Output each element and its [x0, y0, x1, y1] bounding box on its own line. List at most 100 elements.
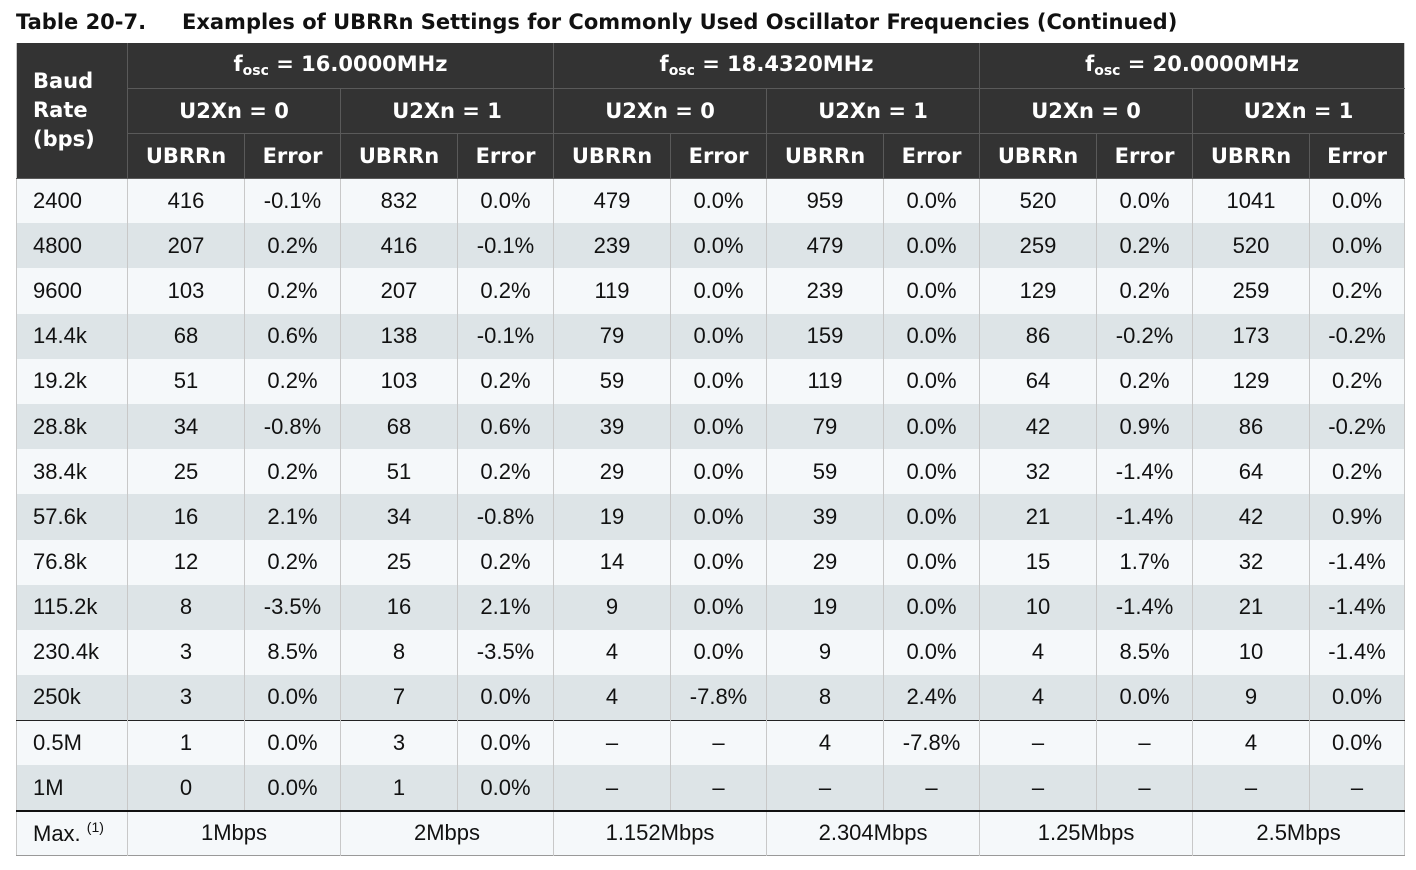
error-cell: -0.1% — [456, 223, 554, 269]
ubrrn-cell: 16 — [127, 494, 245, 540]
header-freq-18mhz: fosc = 18.4320MHz — [553, 43, 980, 89]
ubrrn-cell: 79 — [553, 313, 671, 359]
error-cell: 0.0% — [670, 539, 767, 585]
error-cell: 0.0% — [1309, 178, 1405, 224]
header-col-ubrrn: UBRRn — [766, 133, 884, 179]
error-cell: 0.0% — [883, 403, 980, 450]
ubrrn-cell: 3 — [340, 719, 458, 766]
baud-rate-cell: 38.4k — [16, 449, 128, 495]
error-cell: 8.5% — [1096, 629, 1193, 676]
error-cell: 0.0% — [670, 449, 767, 495]
error-cell: 0.0% — [244, 675, 341, 721]
baud-rate-cell: 115.2k — [16, 584, 128, 630]
header-col-error: Error — [244, 133, 341, 179]
ubrrn-cell: 159 — [766, 313, 884, 359]
ubrrn-cell: 42 — [979, 403, 1097, 450]
ubrrn-cell: 138 — [340, 313, 458, 359]
header-baud-rate: Baud Rate (bps) — [16, 43, 128, 179]
ubrrn-cell: 51 — [340, 449, 458, 495]
header-col-ubrrn: UBRRn — [127, 133, 245, 179]
header-mode: U2Xn = 1 — [339, 88, 554, 134]
error-cell: 0.2% — [244, 358, 341, 404]
max-rate-row: Max. (1) 1Mbps 2Mbps 1.152Mbps 2.304Mbps 1.25… — [16, 809, 1405, 856]
error-cell: 0.2% — [244, 449, 341, 495]
ubrrn-cell: 479 — [553, 178, 671, 224]
table-row: 115.2k 8 -3.5% 16 2.1% 9 0.0% 19 0.0% 10 -1.4% 21 -1… — [16, 584, 1405, 630]
table-row: 4800 207 0.2% 416 -0.1% 239 0.0% 479 0.0% 259 0.2%… — [16, 223, 1405, 269]
ubrrn-cell: 4 — [979, 629, 1097, 676]
header-freq-20mhz: fosc = 20.0000MHz — [979, 43, 1405, 89]
error-cell: 0.0% — [883, 584, 980, 630]
error-cell: 0.0% — [1309, 675, 1405, 721]
ubrrn-cell: 4 — [979, 675, 1097, 721]
ubrrn-cell: 9 — [1192, 675, 1310, 721]
ubrrn-cell: 0 — [127, 765, 245, 811]
error-cell: 0.2% — [1096, 268, 1193, 314]
ubrrn-cell: 9 — [766, 629, 884, 676]
header-col-ubrrn: UBRRn — [979, 133, 1097, 179]
max-rate-value: 2Mbps — [339, 809, 554, 856]
table-row: 14.4k 68 0.6% 138 -0.1% 79 0.0% 159 0.0% 86 -0.2% 1… — [16, 313, 1405, 359]
error-cell: 0.0% — [670, 223, 767, 269]
ubrrn-cell: 1 — [340, 765, 458, 811]
ubrrn-cell: 34 — [127, 403, 245, 450]
error-cell: 0.0% — [883, 629, 980, 676]
error-cell: -1.4% — [1309, 629, 1405, 676]
table-title: Examples of UBRRn Settings for Commonly … — [182, 10, 1178, 34]
baud-rate-cell: 250k — [16, 675, 128, 721]
error-cell: 8.5% — [244, 629, 341, 676]
max-rate-value: 2.5Mbps — [1192, 809, 1405, 856]
table-number: Table 20-7. — [16, 10, 147, 34]
table-row: 0.5M 1 0.0% 3 0.0% – –4 -7.8% – –4 0.0% — [16, 719, 1405, 766]
ubrrn-cell: 42 — [1192, 494, 1310, 540]
table-row: 19.2k 51 0.2% 103 0.2% 59 0.0% 119 0.0% 64 0.2% 129… — [16, 358, 1405, 404]
ubrrn-cell: 32 — [979, 449, 1097, 495]
ubrrn-cell: 8 — [340, 629, 458, 676]
error-cell: 0.0% — [670, 178, 767, 224]
header-baud-line3: (bps) — [33, 126, 95, 151]
ubrrn-cell: 4 — [553, 629, 671, 676]
error-cell: 0.2% — [1309, 358, 1405, 404]
ubrrn-cell: 32 — [1192, 539, 1310, 585]
ubrrn-cell: – — [979, 765, 1097, 811]
ubrrn-cell: 29 — [766, 539, 884, 585]
error-cell: 0.0% — [1309, 223, 1405, 269]
ubrrn-cell: 173 — [1192, 313, 1310, 359]
baud-rate-cell: 9600 — [16, 268, 128, 314]
ubrrn-cell: 520 — [979, 178, 1097, 224]
ubrrn-cell: 416 — [127, 178, 245, 224]
error-cell: -7.8% — [883, 719, 980, 766]
table-row: 230.4k 3 8.5% 8 -3.5% 4 0.0% 9 0.0% 4 8.5% 10 -1.4% — [16, 629, 1405, 676]
error-cell: -3.5% — [244, 584, 341, 630]
error-cell: 0.2% — [1309, 449, 1405, 495]
max-rate-value: 1.25Mbps — [979, 809, 1193, 856]
error-cell: 0.0% — [883, 358, 980, 404]
error-cell: 0.2% — [456, 358, 554, 404]
error-cell: 2.1% — [456, 584, 554, 630]
error-cell: 0.0% — [883, 539, 980, 585]
error-cell: – — [883, 765, 980, 811]
header-baud-line2: Rate — [33, 97, 88, 122]
error-cell: 0.0% — [670, 268, 767, 314]
error-cell: 0.0% — [456, 675, 554, 721]
ubrrn-cell: 59 — [766, 449, 884, 495]
error-cell: 0.2% — [244, 539, 341, 585]
ubrrn-cell: 832 — [340, 178, 458, 224]
baud-rate-cell: 230.4k — [16, 629, 128, 676]
header-col-error: Error — [670, 133, 767, 179]
ubrrn-cell: 64 — [1192, 449, 1310, 495]
ubrrn-cell: – — [553, 719, 671, 766]
ubrrn-cell: 79 — [766, 403, 884, 450]
table-row: 1M 0 0.0% 1 0.0% – – – – – – – – — [16, 765, 1405, 811]
error-cell: 0.0% — [883, 494, 980, 540]
error-cell: -1.4% — [1309, 539, 1405, 585]
ubrrn-cell: 59 — [553, 358, 671, 404]
ubrrn-cell: 12 — [127, 539, 245, 585]
error-cell: – — [1309, 765, 1405, 811]
error-cell: 0.2% — [1096, 223, 1193, 269]
error-cell: – — [670, 765, 767, 811]
ubrrn-cell: 51 — [127, 358, 245, 404]
ubrrn-cell: 10 — [979, 584, 1097, 630]
error-cell: 0.0% — [670, 584, 767, 630]
max-rate-value: 1.152Mbps — [553, 809, 767, 856]
